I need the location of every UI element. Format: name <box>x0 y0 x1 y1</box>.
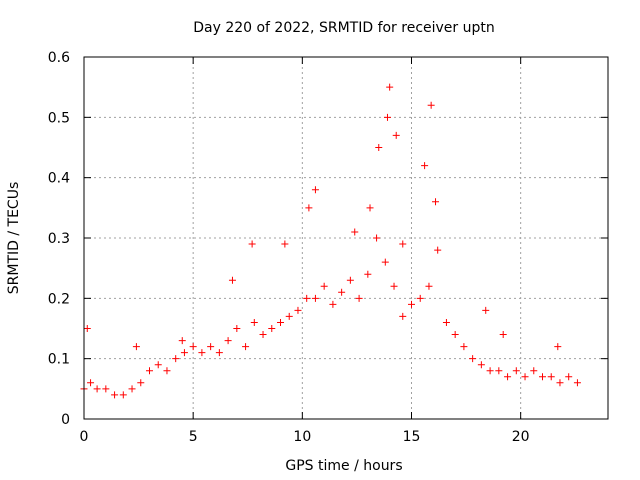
data-point <box>408 300 415 308</box>
data-point <box>425 282 433 290</box>
data-point <box>180 349 188 357</box>
data-point <box>460 343 468 351</box>
data-point <box>146 367 153 375</box>
data-point <box>432 198 440 206</box>
grid <box>84 57 608 419</box>
data-point <box>451 331 459 339</box>
data-point <box>189 343 197 351</box>
data-point <box>499 331 507 339</box>
y-tick-label: 0 <box>61 412 70 428</box>
data-point <box>504 373 512 381</box>
data-point <box>469 355 477 363</box>
data-point <box>198 349 206 357</box>
x-tick-label: 15 <box>403 429 421 445</box>
data-point <box>233 325 241 332</box>
x-tick-label: 5 <box>189 429 198 445</box>
data-point <box>421 162 429 170</box>
x-tick-label: 20 <box>512 429 530 445</box>
data-point <box>224 337 232 345</box>
data-point <box>259 331 267 339</box>
data-point <box>381 258 389 266</box>
data-point <box>137 379 145 387</box>
data-point <box>392 131 400 139</box>
y-tick-label: 0.5 <box>48 110 70 126</box>
data-point <box>111 391 119 399</box>
data-point <box>434 246 442 254</box>
data-point <box>383 113 391 121</box>
data-point <box>351 228 359 236</box>
data-point <box>87 379 95 387</box>
data-point <box>178 337 186 345</box>
data-point <box>128 385 136 393</box>
data-point <box>250 318 258 326</box>
data-point <box>539 373 546 381</box>
data-point <box>521 373 529 381</box>
data-point <box>364 270 372 278</box>
data-point <box>215 349 223 357</box>
data-point <box>172 355 180 363</box>
data-point <box>102 385 110 393</box>
data-point <box>303 294 311 302</box>
data-point <box>390 282 398 290</box>
data-point <box>305 204 313 212</box>
data-point <box>277 318 284 326</box>
data-point <box>311 294 319 302</box>
data-point <box>355 294 363 302</box>
data-point <box>556 379 564 387</box>
data-point <box>573 379 581 387</box>
x-tick-label: 0 <box>80 429 89 445</box>
data-point <box>482 306 490 314</box>
data-point <box>228 276 236 284</box>
data-point <box>530 367 538 375</box>
data-point <box>119 391 127 399</box>
data-point <box>83 325 91 332</box>
data-point <box>416 294 424 302</box>
data-point <box>442 318 450 326</box>
x-tick-label: 10 <box>293 429 311 445</box>
data-point <box>495 367 503 375</box>
data-point <box>547 373 555 381</box>
data-point <box>132 343 140 351</box>
data-point <box>285 312 293 320</box>
y-tick-label: 0.1 <box>48 352 70 368</box>
data-point <box>565 373 573 381</box>
data-point <box>486 367 494 375</box>
data-point <box>366 204 374 212</box>
data-point <box>386 83 394 91</box>
data-point <box>281 240 289 248</box>
x-axis-label: GPS time / hours <box>285 458 402 474</box>
data-point <box>512 367 520 375</box>
data-point <box>373 234 381 242</box>
y-tick-label: 0.4 <box>48 171 70 187</box>
data-point <box>399 240 407 248</box>
data-point <box>163 367 171 375</box>
data-point <box>554 343 562 351</box>
data-point <box>320 282 328 290</box>
data-point <box>329 300 337 308</box>
data-point <box>311 186 319 194</box>
data-point <box>346 276 354 284</box>
data-point <box>93 385 101 393</box>
data-point <box>375 144 383 151</box>
y-axis-label: SRMTID / TECUs <box>6 182 22 295</box>
plot-frame <box>83 56 609 420</box>
data-point <box>477 361 485 369</box>
data-point <box>248 240 256 248</box>
y-tick-label: 0.3 <box>48 231 70 247</box>
data-point <box>338 288 346 296</box>
data-point <box>294 306 302 314</box>
data-point <box>154 361 162 369</box>
data-points <box>80 83 581 399</box>
y-tick-label: 0.6 <box>48 50 70 66</box>
data-point <box>207 343 215 351</box>
y-tick-label: 0.2 <box>48 291 70 307</box>
data-point <box>399 312 407 320</box>
data-point <box>268 325 276 332</box>
data-point <box>242 343 250 351</box>
axis-ticks: 0 0.1 0.2 0.3 0.4 0.5 0.6 0 5 10 15 20 <box>48 50 608 445</box>
chart-title: Day 220 of 2022, SRMTID for receiver upt… <box>193 20 495 36</box>
data-point <box>427 101 435 109</box>
